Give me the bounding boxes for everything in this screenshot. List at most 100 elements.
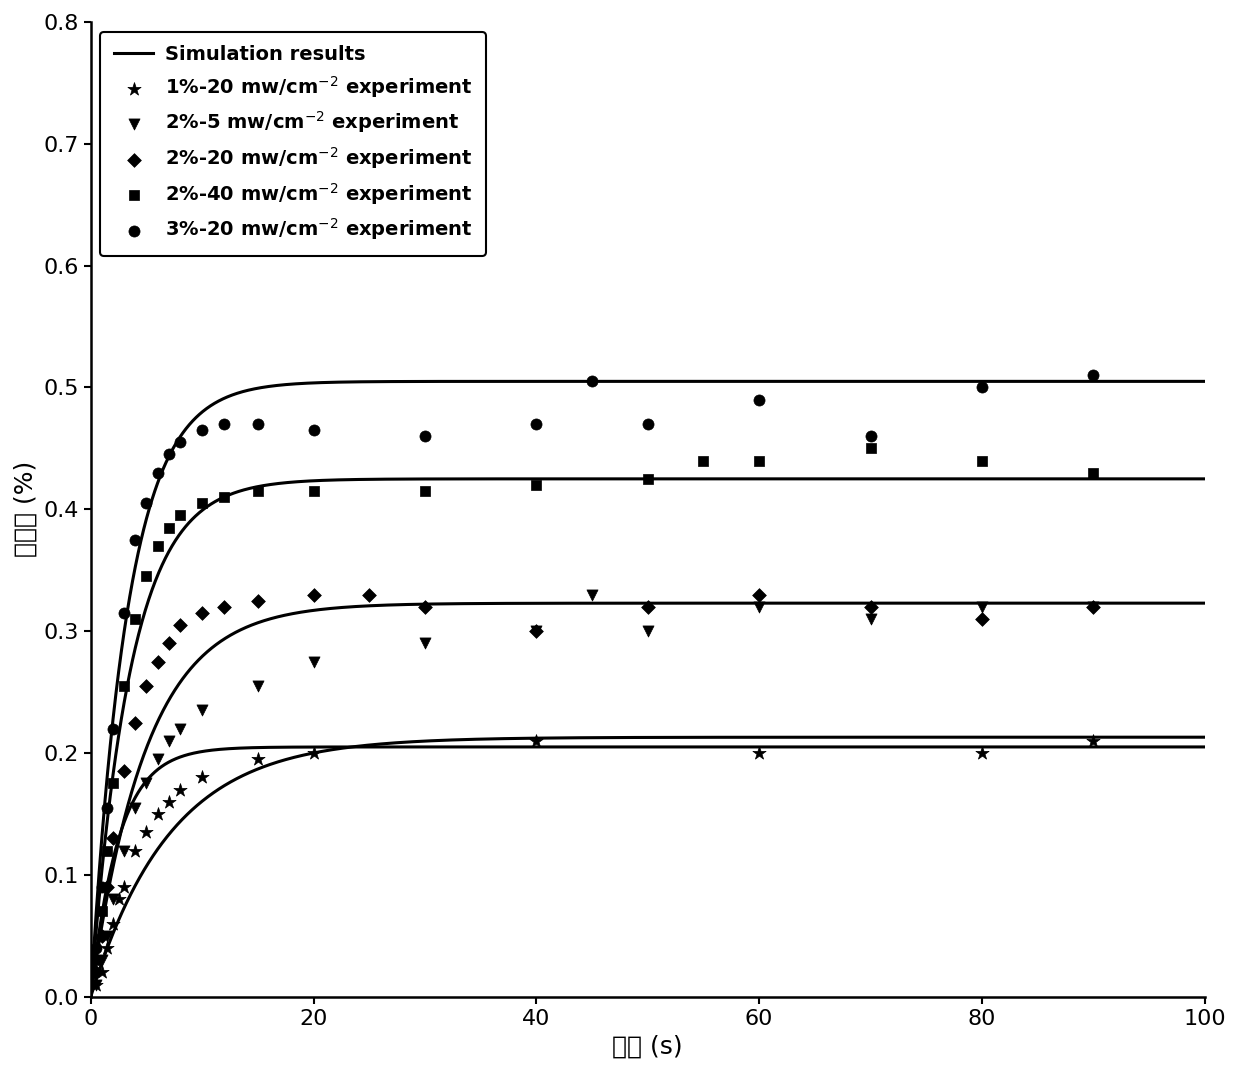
2%-5 mw/cm$^{-2}$ experiment [527, 623, 547, 640]
2%-5 mw/cm$^{-2}$ experiment [582, 586, 601, 604]
1%-20 mw/cm$^{-2}$ experiment [98, 939, 118, 956]
2%-40 mw/cm$^{-2}$ experiment [215, 489, 234, 506]
3%-20 mw/cm$^{-2}$ experiment [87, 939, 107, 956]
2%-20 mw/cm$^{-2}$ experiment [215, 598, 234, 615]
1%-20 mw/cm$^{-2}$ experiment [159, 793, 179, 810]
2%-20 mw/cm$^{-2}$ experiment [98, 878, 118, 895]
2%-5 mw/cm$^{-2}$ experiment [304, 653, 324, 670]
2%-5 mw/cm$^{-2}$ experiment [114, 842, 134, 859]
3%-20 mw/cm$^{-2}$ experiment [136, 494, 156, 511]
1%-20 mw/cm$^{-2}$ experiment [527, 732, 547, 749]
1%-20 mw/cm$^{-2}$ experiment [148, 805, 167, 822]
2%-40 mw/cm$^{-2}$ experiment [170, 507, 190, 524]
1%-20 mw/cm$^{-2}$ experiment [136, 823, 156, 840]
1%-20 mw/cm$^{-2}$ experiment [972, 744, 992, 761]
2%-5 mw/cm$^{-2}$ experiment [103, 891, 123, 908]
2%-5 mw/cm$^{-2}$ experiment [415, 635, 435, 652]
2%-40 mw/cm$^{-2}$ experiment [159, 519, 179, 536]
2%-20 mw/cm$^{-2}$ experiment [136, 678, 156, 695]
2%-5 mw/cm$^{-2}$ experiment [159, 732, 179, 749]
2%-5 mw/cm$^{-2}$ experiment [87, 976, 107, 993]
2%-20 mw/cm$^{-2}$ experiment [103, 830, 123, 847]
2%-40 mw/cm$^{-2}$ experiment [248, 482, 268, 500]
2%-20 mw/cm$^{-2}$ experiment [527, 623, 547, 640]
2%-20 mw/cm$^{-2}$ experiment [114, 763, 134, 780]
2%-20 mw/cm$^{-2}$ experiment [749, 586, 769, 604]
2%-20 mw/cm$^{-2}$ experiment [1084, 598, 1104, 615]
2%-40 mw/cm$^{-2}$ experiment [1084, 464, 1104, 481]
2%-40 mw/cm$^{-2}$ experiment [693, 452, 713, 470]
2%-5 mw/cm$^{-2}$ experiment [136, 775, 156, 792]
2%-40 mw/cm$^{-2}$ experiment [92, 903, 112, 920]
2%-20 mw/cm$^{-2}$ experiment [148, 653, 167, 670]
2%-40 mw/cm$^{-2}$ experiment [87, 952, 107, 969]
2%-20 mw/cm$^{-2}$ experiment [125, 714, 145, 731]
1%-20 mw/cm$^{-2}$ experiment [103, 915, 123, 933]
2%-40 mw/cm$^{-2}$ experiment [749, 452, 769, 470]
2%-5 mw/cm$^{-2}$ experiment [861, 610, 880, 627]
2%-20 mw/cm$^{-2}$ experiment [92, 927, 112, 944]
1%-20 mw/cm$^{-2}$ experiment [1084, 732, 1104, 749]
2%-40 mw/cm$^{-2}$ experiment [98, 842, 118, 859]
1%-20 mw/cm$^{-2}$ experiment [170, 781, 190, 799]
1%-20 mw/cm$^{-2}$ experiment [125, 842, 145, 859]
2%-40 mw/cm$^{-2}$ experiment [527, 476, 547, 493]
Legend: Simulation results, 1%-20 mw/cm$^{-2}$ experiment, 2%-5 mw/cm$^{-2}$ experiment,: Simulation results, 1%-20 mw/cm$^{-2}$ e… [100, 31, 486, 256]
2%-20 mw/cm$^{-2}$ experiment [248, 592, 268, 609]
3%-20 mw/cm$^{-2}$ experiment [304, 421, 324, 438]
3%-20 mw/cm$^{-2}$ experiment [415, 428, 435, 445]
1%-20 mw/cm$^{-2}$ experiment [87, 976, 107, 993]
3%-20 mw/cm$^{-2}$ experiment [972, 378, 992, 396]
2%-5 mw/cm$^{-2}$ experiment [92, 952, 112, 969]
3%-20 mw/cm$^{-2}$ experiment [1084, 367, 1104, 384]
2%-20 mw/cm$^{-2}$ experiment [192, 605, 212, 622]
2%-40 mw/cm$^{-2}$ experiment [148, 537, 167, 554]
1%-20 mw/cm$^{-2}$ experiment [114, 878, 134, 895]
2%-5 mw/cm$^{-2}$ experiment [98, 927, 118, 944]
2%-40 mw/cm$^{-2}$ experiment [125, 610, 145, 627]
1%-20 mw/cm$^{-2}$ experiment [749, 744, 769, 761]
2%-5 mw/cm$^{-2}$ experiment [170, 720, 190, 738]
3%-20 mw/cm$^{-2}$ experiment [582, 373, 601, 390]
3%-20 mw/cm$^{-2}$ experiment [749, 391, 769, 408]
3%-20 mw/cm$^{-2}$ experiment [114, 605, 134, 622]
2%-5 mw/cm$^{-2}$ experiment [148, 750, 167, 768]
2%-20 mw/cm$^{-2}$ experiment [415, 598, 435, 615]
2%-5 mw/cm$^{-2}$ experiment [972, 598, 992, 615]
2%-20 mw/cm$^{-2}$ experiment [170, 616, 190, 634]
X-axis label: 时间 (s): 时间 (s) [613, 1034, 683, 1058]
2%-20 mw/cm$^{-2}$ experiment [87, 964, 107, 981]
1%-20 mw/cm$^{-2}$ experiment [304, 744, 324, 761]
Y-axis label: 转化率 (%): 转化率 (%) [14, 461, 38, 557]
2%-40 mw/cm$^{-2}$ experiment [103, 775, 123, 792]
2%-40 mw/cm$^{-2}$ experiment [861, 440, 880, 457]
2%-40 mw/cm$^{-2}$ experiment [192, 494, 212, 511]
1%-20 mw/cm$^{-2}$ experiment [192, 769, 212, 786]
2%-5 mw/cm$^{-2}$ experiment [125, 800, 145, 817]
3%-20 mw/cm$^{-2}$ experiment [861, 428, 880, 445]
2%-5 mw/cm$^{-2}$ experiment [248, 678, 268, 695]
3%-20 mw/cm$^{-2}$ experiment [103, 720, 123, 738]
2%-40 mw/cm$^{-2}$ experiment [972, 452, 992, 470]
3%-20 mw/cm$^{-2}$ experiment [148, 464, 167, 481]
3%-20 mw/cm$^{-2}$ experiment [192, 421, 212, 438]
3%-20 mw/cm$^{-2}$ experiment [527, 416, 547, 433]
3%-20 mw/cm$^{-2}$ experiment [215, 416, 234, 433]
2%-5 mw/cm$^{-2}$ experiment [1084, 598, 1104, 615]
2%-20 mw/cm$^{-2}$ experiment [861, 598, 880, 615]
3%-20 mw/cm$^{-2}$ experiment [92, 878, 112, 895]
2%-20 mw/cm$^{-2}$ experiment [159, 635, 179, 652]
3%-20 mw/cm$^{-2}$ experiment [125, 532, 145, 549]
2%-5 mw/cm$^{-2}$ experiment [192, 702, 212, 719]
2%-20 mw/cm$^{-2}$ experiment [972, 610, 992, 627]
3%-20 mw/cm$^{-2}$ experiment [98, 800, 118, 817]
2%-5 mw/cm$^{-2}$ experiment [749, 598, 769, 615]
2%-40 mw/cm$^{-2}$ experiment [415, 482, 435, 500]
3%-20 mw/cm$^{-2}$ experiment [637, 416, 657, 433]
3%-20 mw/cm$^{-2}$ experiment [170, 434, 190, 451]
2%-20 mw/cm$^{-2}$ experiment [360, 586, 379, 604]
1%-20 mw/cm$^{-2}$ experiment [92, 964, 112, 981]
2%-20 mw/cm$^{-2}$ experiment [637, 598, 657, 615]
2%-40 mw/cm$^{-2}$ experiment [637, 471, 657, 488]
2%-40 mw/cm$^{-2}$ experiment [304, 482, 324, 500]
